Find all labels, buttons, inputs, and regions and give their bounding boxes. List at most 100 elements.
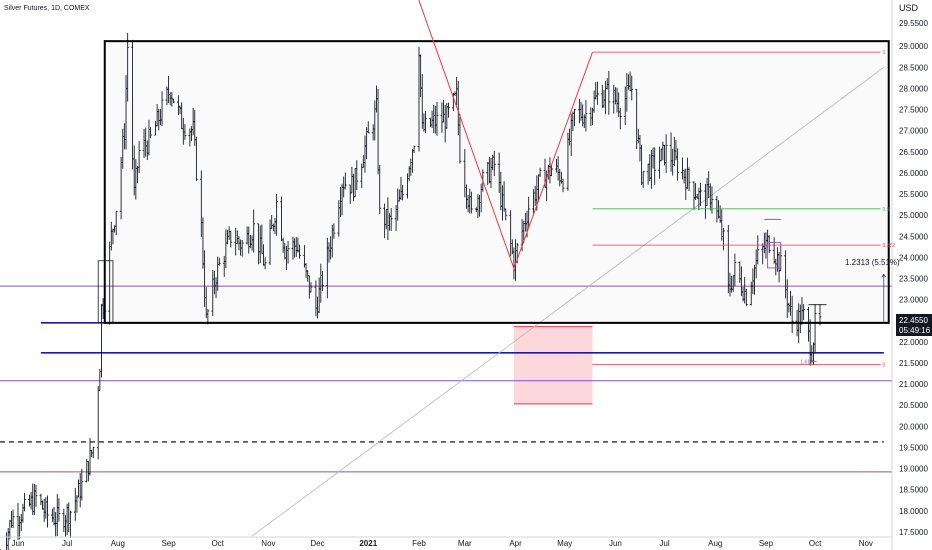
measure-label: 1.2313 (5.51%): [845, 258, 900, 267]
price-tick-label: 29.5500: [899, 19, 928, 28]
ohlc-bar: [733, 253, 737, 287]
time-tick-label: Oct: [809, 539, 822, 548]
time-tick-label: Jul: [659, 539, 669, 548]
ohlc-bar: [424, 110, 427, 134]
ohlc-bar: [538, 167, 542, 177]
ohlc-bar: [630, 75, 634, 101]
ohlc-bar: [160, 91, 164, 126]
ohlc-bar: [687, 167, 691, 192]
time-tick-label: Aug: [708, 539, 722, 548]
time-tick-label: Sep: [759, 539, 774, 548]
ohlc-bar: [802, 304, 806, 321]
price-tick-label: 24.5000: [899, 232, 928, 241]
breakout-candle-box: [97, 260, 114, 324]
time-tick-label: 2021: [359, 539, 377, 548]
ohlc-bar: [699, 182, 702, 206]
time-tick-label: Jun: [609, 539, 622, 548]
ohlc-bar: [298, 244, 301, 259]
ohlc-bar: [767, 235, 771, 254]
ohlc-bar: [813, 304, 817, 354]
ohlc-bar: [183, 124, 187, 140]
trend-line: [251, 67, 885, 537]
ohlc-bar: [401, 185, 405, 201]
price-tick-label: 25.5000: [899, 190, 928, 199]
ohlc-bar: [641, 171, 645, 188]
ohlc-bar: [137, 140, 141, 174]
ohlc-bar: [573, 108, 576, 127]
ohlc-bar: [504, 208, 508, 221]
ohlc-bar: [91, 446, 95, 459]
fib-extension-label: 1.618: [800, 359, 813, 365]
ohlc-bar: [561, 178, 565, 193]
pattern-markers: [97, 218, 827, 324]
price-tick-label: 19.0000: [899, 465, 928, 474]
price-tick-label: 19.5000: [899, 443, 928, 452]
time-tick-label: Jul: [62, 539, 72, 548]
ohlc-bar: [790, 295, 794, 333]
ohlc-bar: [321, 271, 324, 292]
ohlc-bar: [412, 145, 416, 154]
ohlc-bar: [68, 510, 72, 539]
ohlc-bar: [676, 148, 679, 181]
zigzag-line[interactable]: [416, 0, 593, 270]
range-box[interactable]: [103, 40, 890, 324]
measure-arrow: [881, 273, 887, 323]
price-tick-label: 24.0000: [899, 253, 928, 262]
price-tick-label: 25.0000: [899, 211, 928, 220]
ohlc-bar: [114, 210, 118, 236]
current-price: 22.4550: [899, 316, 928, 325]
time-tick-label: Dec: [310, 539, 324, 548]
ohlc-bar: [469, 191, 473, 214]
ohlc-bar: [618, 108, 622, 130]
time-tick-label: Mar: [458, 539, 472, 548]
price-bars[interactable]: [0, 32, 822, 550]
ohlc-bar: [149, 127, 152, 138]
ohlc-bar: [309, 282, 313, 293]
currency-label[interactable]: USD: [899, 3, 919, 13]
ohlc-bar: [275, 193, 279, 236]
price-tick-label: 28.5000: [899, 63, 928, 72]
ohlc-bar: [195, 136, 198, 182]
time-tick-label: Jun: [12, 539, 25, 548]
ohlc-bar: [23, 492, 26, 512]
ohlc-bar: [80, 468, 84, 501]
time-tick-label: Aug: [111, 539, 125, 548]
ohlc-bar: [355, 160, 359, 191]
fib-level-label: 1: [883, 50, 886, 56]
price-tick-label: 20.0000: [899, 422, 928, 431]
ohlc-bar: [217, 257, 221, 266]
price-scale[interactable]: 29.5500 29.0000 28.5000 28.0000 27.5000 27.00…: [899, 19, 928, 537]
time-tick-label: Sep: [161, 539, 176, 548]
ohlc-bar: [378, 164, 382, 214]
price-tick-label: 17.5000: [899, 528, 928, 537]
time-tick-label: May: [557, 539, 572, 548]
price-tick-label: 20.5000: [899, 401, 928, 410]
price-tick-label: 23.5000: [899, 275, 928, 284]
ohlc-bar: [818, 304, 822, 326]
ohlc-bar: [664, 134, 668, 174]
fib-level-label: 0: [883, 363, 886, 369]
ohlc-bar: [343, 172, 347, 190]
time-tick-label: Apr: [509, 539, 522, 548]
fib-level-label: 0.382: [883, 243, 896, 249]
ohlc-bar: [527, 196, 531, 229]
ohlc-bar: [492, 151, 496, 177]
ohlc-bar: [229, 230, 233, 248]
ohlc-bar: [366, 121, 370, 134]
abc-zigzag-line: [418, 0, 593, 270]
price-tick-label: 18.0000: [899, 507, 928, 516]
target-zone: [513, 326, 593, 405]
time-tick-label: Oct: [211, 539, 224, 548]
ohlc-bar: [172, 98, 175, 103]
time-tick-label: Nov: [859, 539, 873, 548]
ohlc-bar: [722, 228, 725, 251]
fib-retracement[interactable]: 1 0.5 0.382 0 1.618: [592, 50, 895, 369]
time-scale[interactable]: Jun Jul Aug Sep Oct Nov Dec 2021 Feb Mar Apr May Jun…: [12, 539, 873, 548]
ohlc-bar: [550, 164, 553, 177]
measure-arrow-head: [881, 273, 887, 278]
ohlc-bar: [34, 485, 38, 507]
ohlc-bar: [332, 223, 336, 239]
price-tick-label: 22.0000: [899, 338, 928, 347]
